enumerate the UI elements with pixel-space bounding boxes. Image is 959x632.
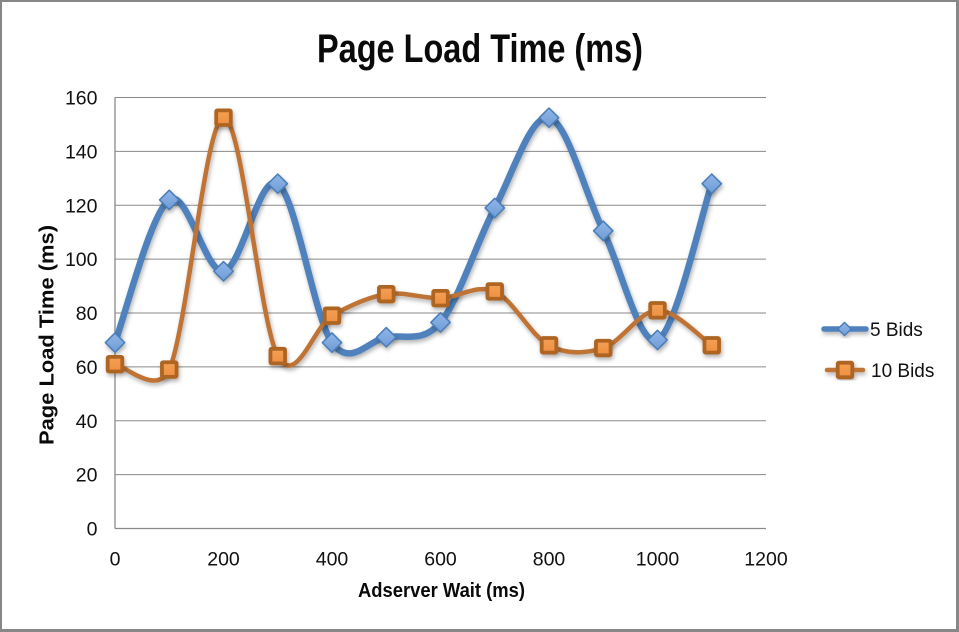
svg-text:100: 100 xyxy=(65,249,98,271)
svg-text:600: 600 xyxy=(424,548,457,570)
svg-text:140: 140 xyxy=(65,141,98,163)
svg-text:800: 800 xyxy=(533,548,566,570)
svg-text:80: 80 xyxy=(76,303,98,325)
svg-text:120: 120 xyxy=(65,195,98,217)
svg-text:10 Bids: 10 Bids xyxy=(871,361,934,382)
svg-text:Page Load Time (ms): Page Load Time (ms) xyxy=(37,225,59,445)
svg-text:0: 0 xyxy=(87,519,98,541)
svg-text:160: 160 xyxy=(65,88,98,110)
svg-text:1200: 1200 xyxy=(744,548,788,570)
svg-text:400: 400 xyxy=(316,548,349,570)
svg-text:200: 200 xyxy=(207,548,240,570)
svg-text:5 Bids: 5 Bids xyxy=(870,320,923,341)
svg-text:40: 40 xyxy=(76,411,98,433)
svg-text:Adserver Wait (ms): Adserver Wait (ms) xyxy=(358,579,525,602)
svg-text:1000: 1000 xyxy=(636,548,680,570)
svg-text:60: 60 xyxy=(76,357,98,379)
svg-text:0: 0 xyxy=(110,548,121,570)
svg-text:20: 20 xyxy=(76,465,98,487)
svg-text:Page Load Time (ms): Page Load Time (ms) xyxy=(317,27,643,71)
